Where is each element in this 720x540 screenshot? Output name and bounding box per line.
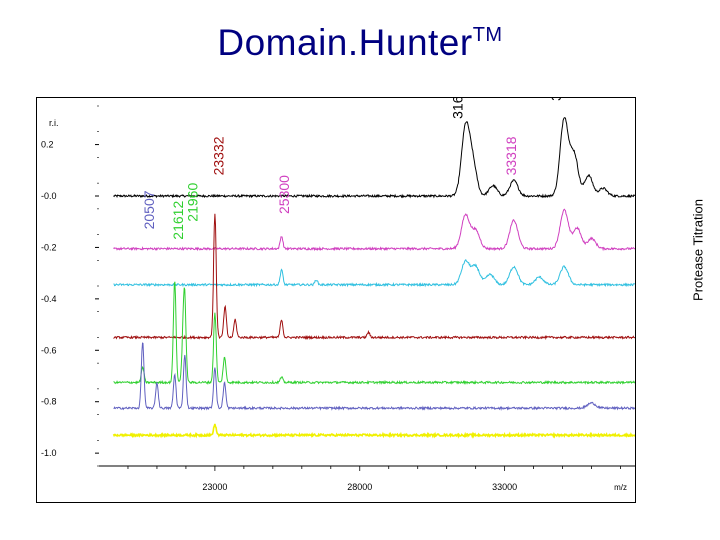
x-tick-label: 23000 (202, 482, 227, 492)
peak-label-31650: 31650 (450, 98, 466, 119)
x-axis-label: m/z (614, 483, 627, 492)
spectrum-trace-2-5 (113, 281, 635, 386)
spectrum-trace-0-1 (113, 208, 635, 252)
chart-frame: r.i. 0.2 -0.0 -0.2 -0.4 -0.6 -0.8 -1.0 23000 2800… (36, 97, 636, 503)
y-axis-label: r.i. (49, 118, 59, 128)
spectrum-trace-0 (113, 117, 635, 199)
title-superscript: TM (472, 24, 503, 46)
peak-label-21960: 21960 (185, 183, 201, 222)
peak-label-33318: 33318 (503, 136, 519, 175)
x-tick-label: 28000 (347, 482, 372, 492)
y-tick-label: -0.6 (41, 345, 57, 355)
title-main: Domain.Hunter (217, 22, 473, 63)
spectrum-trace-5 (113, 342, 635, 412)
peak-label-23332: 23332 (211, 136, 227, 175)
spectrum-trace-1-0 (113, 213, 635, 341)
peak-label-25300: 25300 (276, 175, 292, 214)
y-tick-label: -0.4 (41, 294, 57, 304)
x-tick-label: 33000 (492, 482, 517, 492)
mass-spectrum-chart: r.i. 0.2 -0.0 -0.2 -0.4 -0.6 -0.8 -1.0 23000 2800… (41, 98, 635, 492)
protease-titration-label: Protease Titration (690, 199, 706, 301)
y-tick-label: -0.0 (41, 191, 57, 201)
y-tick-label: -1.0 (41, 448, 57, 458)
y-tick-label: -0.8 (41, 397, 57, 407)
spectrum-trace-25 (112, 423, 635, 439)
slide-title: Domain.HunterTM (0, 22, 720, 64)
peak-label-35057: 35057 (548, 98, 564, 101)
peak-label-20507: 20507 (141, 190, 157, 229)
peak-label-21612: 21612 (170, 201, 186, 240)
y-tick-label: 0.2 (41, 140, 54, 150)
y-tick-label: -0.2 (41, 242, 57, 252)
spectrum-trace-0-25 (113, 258, 635, 288)
